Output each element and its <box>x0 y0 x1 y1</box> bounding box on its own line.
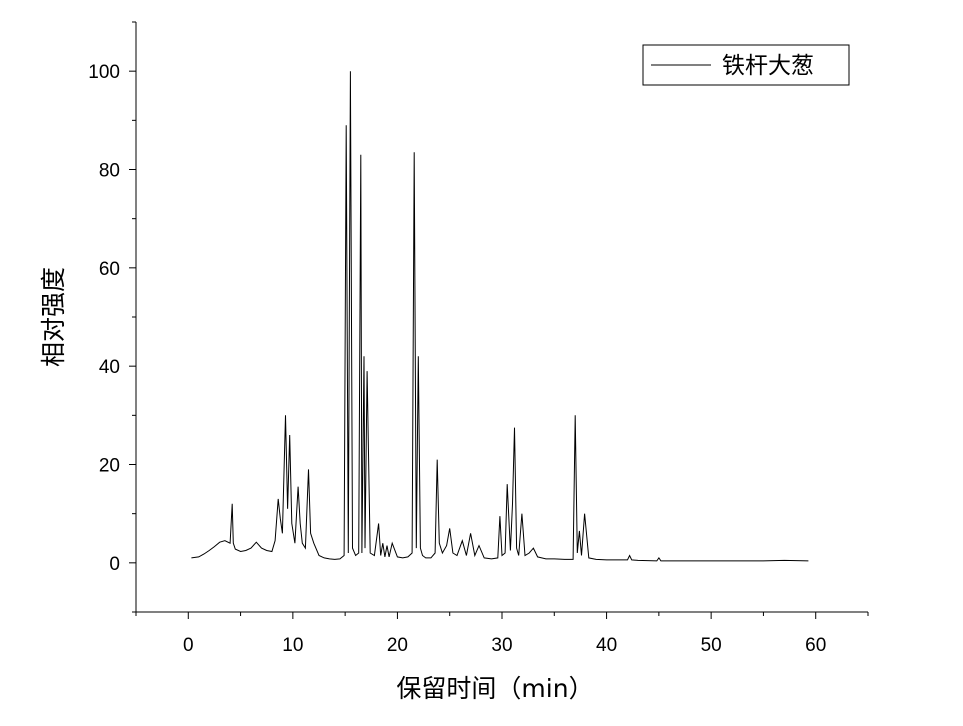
y-tick-label: 40 <box>99 357 120 378</box>
x-tick-label: 50 <box>701 635 722 656</box>
x-tick-label: 0 <box>183 635 194 656</box>
y-tick-label: 100 <box>88 62 120 83</box>
x-tick-label: 60 <box>805 635 826 656</box>
legend-label: 铁杆大葱 <box>722 53 814 79</box>
axis-tick-labels: 0 10 20 30 40 50 60 0 20 40 60 80 100 <box>88 62 826 656</box>
axis-ticks <box>129 21 869 619</box>
x-tick-label: 10 <box>282 635 303 656</box>
x-axis-title: 保留时间（min） <box>396 674 593 703</box>
y-tick-label: 80 <box>99 161 120 182</box>
y-tick-label: 20 <box>99 456 120 477</box>
series-line <box>191 71 809 562</box>
plot-axes <box>135 22 868 613</box>
x-tick-label: 20 <box>387 635 408 656</box>
legend: 铁杆大葱 <box>642 44 850 86</box>
y-tick-label: 60 <box>99 259 120 280</box>
x-tick-label: 30 <box>491 635 512 656</box>
y-axis-title: 相对强度 <box>39 267 68 367</box>
y-tick-label: 0 <box>109 554 120 575</box>
x-tick-label: 40 <box>596 635 617 656</box>
